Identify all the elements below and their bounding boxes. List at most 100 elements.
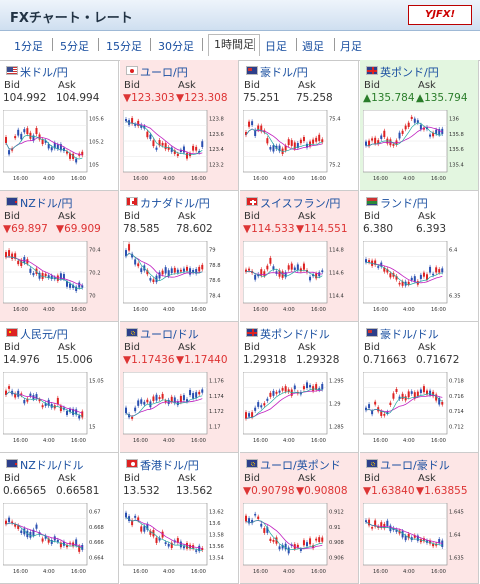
tab-separator (254, 38, 255, 51)
pair-name-link[interactable]: 香港ドル/円 (140, 459, 199, 472)
candle-body (5, 137, 7, 143)
candle-body (284, 272, 287, 278)
price-chart[interactable]: 0.718 0.716 0.714 0.712 16:00 4:00 16:00 (363, 372, 474, 450)
candle-body (272, 266, 275, 270)
candle-body (182, 146, 185, 153)
price-chart[interactable]: 123.8 123.6 123.4 123.2 16:00 4:00 16:00 (123, 110, 234, 188)
price-chart[interactable]: 114.8 114.6 114.4 16:00 4:00 16:00 (243, 241, 354, 319)
candle-body (269, 538, 272, 541)
tab-1[interactable]: 1分足 (14, 40, 43, 53)
price-chart[interactable]: 6.4 6.35 16:00 4:00 16:00 (363, 241, 474, 319)
price-chart[interactable]: 13.62 13.6 13.58 13.56 13.54 16:00 4:00 16:00 (123, 503, 234, 581)
candle-body (69, 283, 72, 288)
fx-pair-card[interactable]: スイスフラン/円 Bid Ask ▼114.533 ▼114.551 114.8 114.6… (240, 191, 359, 322)
price-chart[interactable]: 136 135.8 135.6 135.4 16:00 4:00 16:00 (363, 110, 474, 188)
candle-body (269, 257, 272, 264)
bid-label: Bid (124, 80, 140, 91)
y-tick-label: 0.912 (329, 510, 344, 516)
fx-pair-card[interactable]: ユーロ/英ポンド Bid Ask ▼0.90798 ▼0.90808 0.912 0.91 0… (240, 453, 359, 584)
price-chart[interactable]: 70.4 70.2 70 16:00 4:00 16:00 (3, 241, 114, 319)
flag-icon (126, 197, 138, 206)
pair-name-link[interactable]: NZドル/ドル (20, 459, 84, 472)
ask-value: 15.006 (56, 354, 93, 366)
fx-pair-card[interactable]: 米ドル/円 Bid Ask 104.992 104.994 105.6 105.2 105 16… (0, 60, 119, 191)
y-tick-label: 1.645 (449, 510, 464, 516)
candle-body (278, 390, 281, 393)
pair-name-link[interactable]: ユーロ/豪ドル (380, 459, 450, 472)
price-chart[interactable]: 75.4 75.2 16:00 4:00 16:00 (243, 110, 354, 188)
candle-body (131, 520, 134, 526)
pair-name-link[interactable]: 英ポンド/ドル (260, 328, 330, 341)
fx-pair-card[interactable]: ユーロ/ドル Bid Ask ▼1.17436 ▼1.17440 1.176 1.174 1.… (120, 322, 239, 453)
pair-name-link[interactable]: 米ドル/円 (20, 66, 68, 79)
pair-name-link[interactable]: スイスフラン/円 (260, 197, 341, 210)
fx-pair-card[interactable]: NZドル/ドル Bid Ask 0.66565 0.66581 0.67 0.668 0.66… (0, 453, 119, 584)
bid-label: Bid (244, 80, 260, 91)
tab-6[interactable]: 日足 (265, 40, 287, 53)
price-chart[interactable]: 0.912 0.91 0.908 0.906 16:00 4:00 16:00 (243, 503, 354, 581)
price-chart[interactable]: 1.295 1.29 1.285 16:00 4:00 16:00 (243, 372, 354, 450)
pair-name-link[interactable]: 英ポンド/円 (380, 66, 439, 79)
y-tick-label: 0.718 (449, 379, 464, 385)
fx-pair-card[interactable]: 英ポンド/円 Bid Ask ▲135.784 ▲135.794 136 135.8 135.… (360, 60, 479, 191)
fx-pair-card[interactable]: 香港ドル/円 Bid Ask 13.532 13.562 13.62 13.6 13.58 13… (120, 453, 239, 584)
price-chart[interactable]: 79 78.8 78.6 78.4 16:00 4:00 16:00 (123, 241, 234, 319)
y-tick-label: 114.8 (329, 248, 344, 254)
candle-body (182, 268, 185, 272)
price-chart[interactable]: 15.05 15 16:00 4:00 16:00 (3, 372, 114, 450)
ask-label: Ask (58, 473, 76, 484)
tab-3[interactable]: 15分足 (106, 40, 142, 53)
ask-value: ▼114.551 (296, 223, 348, 235)
bid-label: Bid (244, 342, 260, 353)
price-chart[interactable]: 105.6 105.2 105 16:00 4:00 16:00 (3, 110, 114, 188)
pair-name-link[interactable]: 人民元/円 (20, 328, 68, 341)
candle-body (182, 546, 185, 549)
x-tick-label: 4:00 (403, 176, 415, 182)
x-tick-label: 16:00 (191, 438, 206, 444)
tab-5[interactable]: 1時間足 (208, 34, 260, 56)
candle-body (192, 393, 195, 399)
candle-body (69, 408, 72, 412)
candle-body (312, 139, 315, 144)
pair-name-link[interactable]: NZドル/円 (20, 197, 73, 210)
candle-body (299, 139, 302, 144)
fx-pair-card[interactable]: 豪ドル/円 Bid Ask 75.251 75.258 75.4 75.2 16:00 4:00… (240, 60, 359, 191)
candle-body (401, 281, 404, 286)
candle-body (143, 401, 146, 405)
y-tick-label: 78.4 (209, 294, 221, 300)
candle-body (75, 539, 78, 546)
pair-name-link[interactable]: ユーロ/ドル (140, 328, 199, 341)
candle-body (272, 145, 275, 152)
fx-pair-card[interactable]: 人民元/円 Bid Ask 14.976 15.006 15.05 15 16:00 4:00 1… (0, 322, 119, 453)
price-chart[interactable]: 1.176 1.174 1.172 1.17 16:00 4:00 16:00 (123, 372, 234, 450)
x-tick-label: 4:00 (403, 569, 415, 575)
bid-value: ▼114.533 (243, 223, 295, 235)
pair-name-link[interactable]: 豪ドル/円 (260, 66, 308, 79)
flag-icon (126, 66, 138, 75)
fx-pair-card[interactable]: NZドル/円 Bid Ask ▼69.897 ▼69.909 70.4 70.2 70 16:0… (0, 191, 119, 322)
fx-pair-card[interactable]: ユーロ/円 Bid Ask ▼123.303 ▼123.308 123.8 123.6 123… (120, 60, 239, 191)
yjfx-logo[interactable]: YJFX! (408, 5, 472, 25)
tab-8[interactable]: 月足 (340, 40, 362, 53)
pair-name-link[interactable]: ユーロ/円 (140, 66, 188, 79)
pair-name-link[interactable]: ユーロ/英ポンド (260, 459, 341, 472)
fx-pair-card[interactable]: 英ポンド/ドル Bid Ask 1.29318 1.29328 1.295 1.29 1.28… (240, 322, 359, 453)
candle-body (8, 386, 11, 389)
fx-pair-card[interactable]: ユーロ/豪ドル Bid Ask ▼1.63840 ▼1.63855 1.645 1.64 1.… (360, 453, 479, 584)
price-chart[interactable]: 1.645 1.64 1.635 16:00 4:00 16:00 (363, 503, 474, 581)
tab-2[interactable]: 5分足 (60, 40, 89, 53)
ask-value: ▲135.794 (416, 92, 468, 104)
pair-name-link[interactable]: 豪ドル/ドル (380, 328, 439, 341)
tab-4[interactable]: 30分足 (158, 40, 194, 53)
candle-body (404, 125, 407, 130)
fx-pair-card[interactable]: ランド/円 Bid Ask 6.380 6.393 6.4 6.35 16:00 4:00 16:… (360, 191, 479, 322)
candle-body (186, 266, 188, 271)
price-chart[interactable]: 0.67 0.668 0.666 0.664 16:00 4:00 16:00 (3, 503, 114, 581)
tab-7[interactable]: 週足 (302, 40, 324, 53)
candle-body (293, 267, 296, 271)
fx-pair-card[interactable]: 豪ドル/ドル Bid Ask 0.71663 0.71672 0.718 0.716 0.71… (360, 322, 479, 453)
candle-body (407, 281, 410, 285)
fx-pair-card[interactable]: カナダドル/円 Bid Ask 78.585 78.602 79 78.8 78.6 78.4 1… (120, 191, 239, 322)
pair-name-link[interactable]: カナダドル/円 (140, 197, 210, 210)
pair-name-link[interactable]: ランド/円 (380, 197, 428, 210)
